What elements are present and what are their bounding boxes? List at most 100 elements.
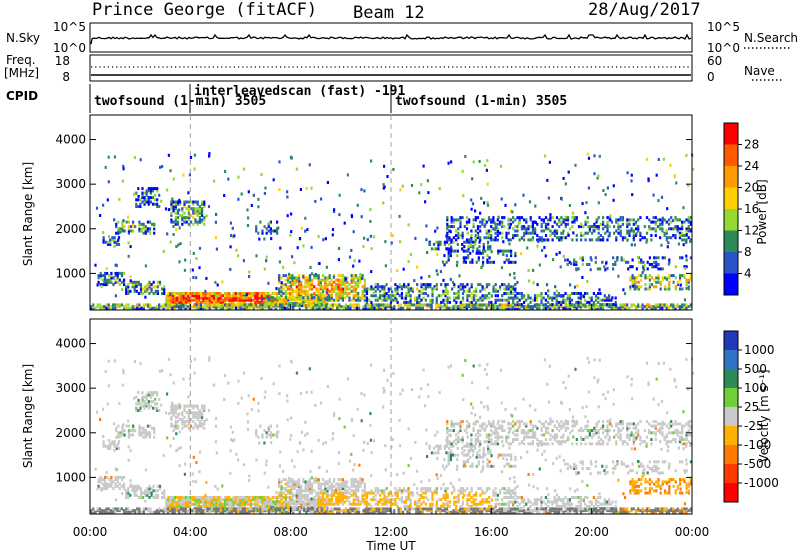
power-echo-cell	[326, 276, 329, 280]
power-echo-cell	[634, 306, 638, 310]
power-echo-cell	[564, 300, 567, 304]
power-echo-cell	[373, 303, 376, 307]
velocity-echo-cell	[171, 509, 174, 513]
power-echo-cell	[317, 294, 320, 298]
power-echo-cell	[536, 298, 539, 302]
power-echo-cell	[148, 292, 151, 295]
power-echo-cell	[153, 231, 156, 235]
velocity-echo-cell	[361, 498, 364, 502]
power-echo-cell	[146, 289, 149, 293]
velocity-echo-cell	[165, 504, 168, 508]
power-echo-cell	[516, 280, 519, 284]
power-echo-cell	[147, 202, 150, 206]
velocity-echo-cell	[243, 502, 246, 506]
velocity-echo-cell	[245, 500, 248, 504]
power-echo-cell	[558, 220, 561, 224]
power-echo-cell	[482, 251, 485, 255]
power-echo-cell	[94, 306, 97, 310]
velocity-echo-cell	[193, 509, 196, 513]
velocity-echo-cell	[384, 510, 387, 514]
power-echo-cell	[178, 208, 181, 212]
power-echo-cell	[135, 198, 138, 202]
power-echo-cell	[599, 303, 602, 307]
power-echo-cell	[479, 211, 482, 215]
power-echo-cell	[643, 264, 646, 268]
power-echo-cell	[361, 294, 364, 298]
velocity-echo-cell	[109, 510, 112, 514]
power-echo-cell	[381, 294, 384, 298]
power-echo-cell	[588, 227, 591, 231]
power-echo-cell	[540, 218, 543, 222]
power-echo-cell	[304, 300, 307, 304]
velocity-echo-cell	[289, 491, 292, 495]
power-echo-cell	[573, 216, 576, 220]
power-echo-cell	[123, 229, 126, 233]
power-echo-cell	[258, 237, 261, 241]
velocity-echo-cell	[269, 424, 272, 428]
power-echo-cell	[498, 231, 502, 235]
power-echo-cell	[400, 296, 403, 300]
velocity-echo-cell	[194, 404, 197, 408]
power-echo-cell	[681, 303, 684, 307]
power-echo-cell	[599, 222, 602, 226]
power-echo-cell	[445, 305, 449, 309]
velocity-echo-cell	[187, 500, 190, 504]
power-echo-cell	[297, 294, 301, 298]
velocity-echo-cell	[318, 509, 321, 513]
power-echo-cell	[676, 283, 680, 287]
power-echo-cell	[455, 238, 458, 242]
power-echo-cell	[310, 245, 313, 249]
power-echo-cell	[406, 305, 409, 309]
power-echo-cell	[494, 294, 497, 298]
power-echo-cell	[259, 220, 262, 224]
power-echo-cell	[687, 229, 690, 233]
velocity-echo-cell	[174, 420, 177, 424]
power-echo-cell	[461, 298, 465, 302]
velocity-echo-cell	[369, 510, 372, 514]
power-echo-cell	[663, 305, 666, 309]
power-echo-cell	[562, 294, 565, 298]
power-echo-cell	[630, 305, 633, 309]
power-echo-cell	[267, 281, 270, 285]
power-echo-cell	[346, 173, 349, 177]
power-echo-cell	[476, 306, 479, 310]
power-echo-cell	[399, 303, 402, 307]
velocity-echo-cell	[249, 496, 253, 499]
power-echo-cell	[469, 240, 472, 244]
velocity-echo-cell	[149, 509, 152, 513]
power-echo-cell	[534, 204, 537, 208]
power-echo-cell	[469, 260, 472, 264]
power-echo-cell	[536, 244, 539, 248]
velocity-echo-cell	[132, 433, 135, 437]
power-echo-cell	[217, 298, 220, 302]
power-echo-cell	[208, 154, 211, 158]
power-echo-cell	[575, 234, 578, 237]
power-echo-cell	[533, 298, 537, 302]
power-echo-cell	[661, 216, 664, 220]
power-echo-cell	[555, 296, 558, 300]
power-echo-cell	[549, 305, 552, 309]
power-echo-cell	[306, 228, 309, 232]
power-echo-cell	[482, 247, 485, 251]
velocity-echo-cell	[357, 500, 360, 504]
velocity-echo-cell	[377, 510, 380, 514]
power-echo-cell	[445, 240, 449, 244]
velocity-echo-cell	[337, 487, 340, 491]
power-echo-cell	[198, 216, 201, 220]
velocity-echo-cell	[173, 502, 177, 506]
velocity-echo-cell	[291, 502, 294, 506]
power-echo-cell	[122, 167, 125, 171]
power-echo-cell	[215, 296, 218, 300]
velocity-echo-cell	[149, 510, 152, 514]
power-echo-cell	[640, 274, 643, 278]
power-echo-cell	[407, 290, 410, 294]
power-echo-cell	[477, 251, 480, 255]
power-echo-cell	[548, 160, 551, 164]
power-echo-cell	[165, 298, 168, 302]
velocity-echo-cell	[415, 507, 418, 511]
power-echo-cell	[512, 287, 515, 291]
power-echo-cell	[143, 196, 146, 200]
power-echo-cell	[656, 303, 659, 307]
power-echo-cell	[566, 218, 570, 222]
